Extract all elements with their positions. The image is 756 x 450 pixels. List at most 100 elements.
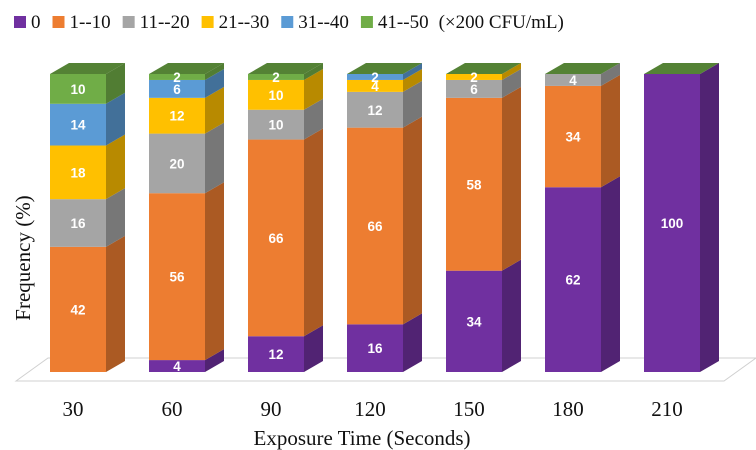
bar-top-150 (446, 63, 521, 74)
data-label-60-s0: 4 (173, 359, 181, 374)
data-label-90-s0: 12 (268, 347, 283, 362)
legend-swatch-41-50 (360, 16, 373, 28)
bar-segment-30-s21-30 (50, 145, 106, 200)
bar-segment-60-s1-10 (149, 193, 205, 361)
data-label-30-s21-30: 18 (70, 165, 86, 180)
data-label-90-s11-20: 10 (268, 118, 283, 133)
bar-segment-150-s11-20 (446, 79, 502, 98)
bar-segment-30-s1-10 (50, 246, 106, 372)
bar-segment-150-s21-30 (446, 74, 502, 80)
data-label-210-s0: 100 (661, 216, 684, 231)
bars-group (50, 63, 719, 372)
x-tick-90: 90 (261, 397, 282, 421)
data-label-150-s1-10: 58 (466, 177, 482, 192)
bar-side-90-s21-30 (304, 68, 323, 110)
bar-segment-120-s1-10 (347, 127, 403, 325)
bar-segment-90-s11-20 (248, 109, 304, 140)
bar-side-120-s1-10 (403, 116, 422, 325)
bar-side-90-s41-50 (304, 63, 323, 80)
legend-label-21-30: 21--30 (219, 12, 270, 33)
bar-side-90-s0 (304, 325, 323, 372)
bar-side-120-s31-40 (403, 63, 422, 80)
bar-side-180-s11-20 (601, 63, 620, 86)
bar-segment-60-s31-40 (149, 79, 205, 98)
data-label-150-s21-30: 2 (470, 70, 478, 85)
data-label-150-s11-20: 6 (470, 82, 478, 97)
bar-segment-120-s0 (347, 324, 403, 372)
data-label-150-s0: 34 (466, 314, 482, 329)
x-tick-210: 210 (651, 397, 683, 421)
bar-side-30-s1-10 (106, 235, 125, 372)
bar-segment-30-s31-40 (50, 103, 106, 146)
bar-segment-90-s0 (248, 336, 304, 372)
bar-segment-120-s31-40 (347, 74, 403, 80)
bar-top-120 (347, 63, 422, 74)
data-label-90-s41-50: 2 (272, 70, 280, 85)
bar-segment-90-s1-10 (248, 139, 304, 337)
data-label-60-s41-50: 2 (173, 70, 181, 85)
bar-segment-90-s21-30 (248, 79, 304, 110)
x-tick-150: 150 (453, 397, 485, 421)
data-label-30-s1-10: 42 (70, 302, 85, 317)
data-labels-group: 4216181410456201262126610102166612423458… (70, 70, 683, 374)
y-axis-title: Frequency (%) (11, 195, 35, 320)
bar-side-180-s0 (601, 176, 620, 372)
x-tick-60: 60 (162, 397, 183, 421)
bar-side-150-s11-20 (502, 68, 521, 98)
data-label-120-s11-20: 12 (367, 103, 382, 118)
bar-segment-120-s21-30 (347, 79, 403, 92)
data-label-120-s1-10: 66 (367, 219, 383, 234)
legend-label-41-50: 41--50 (378, 12, 429, 33)
bar-side-210-s0 (700, 63, 719, 372)
bar-segment-180-s0 (545, 187, 601, 372)
x-tick-180: 180 (552, 397, 584, 421)
bar-segment-150-s0 (446, 270, 502, 372)
legend-label-1-10: 1--10 (70, 12, 111, 33)
x-tick-120: 120 (354, 397, 386, 421)
bar-side-60-s41-50 (205, 63, 224, 80)
bar-segment-180-s11-20 (545, 74, 601, 86)
legend-swatch-1-10 (52, 16, 65, 28)
data-label-30-s41-50: 10 (70, 82, 85, 97)
bar-side-30-s41-50 (106, 63, 125, 104)
bar-side-120-s0 (403, 313, 422, 372)
data-label-60-s21-30: 12 (169, 109, 184, 124)
data-label-60-s1-10: 56 (169, 270, 185, 285)
data-label-90-s1-10: 66 (268, 231, 284, 246)
data-label-180-s0: 62 (565, 273, 580, 288)
bar-side-120-s11-20 (403, 80, 422, 128)
bar-segment-60-s21-30 (149, 97, 205, 134)
bar-side-30-s11-20 (106, 188, 125, 247)
bar-segment-30-s11-20 (50, 199, 106, 247)
legend: 0 1--10 11--20 21--30 31--40 41--50 (×200 CFU/… (14, 12, 564, 33)
x-tick-labels: 30 60 90 120 150 180 210 (63, 397, 683, 421)
bar-side-60-s21-30 (205, 86, 224, 134)
legend-swatch-21-30 (201, 16, 214, 28)
data-label-120-s0: 16 (367, 341, 383, 356)
data-label-60-s11-20: 20 (169, 156, 184, 171)
legend-swatch-0 (14, 16, 26, 28)
bar-top-210 (644, 63, 719, 74)
bar-top-30 (50, 63, 125, 74)
bar-segment-60-s11-20 (149, 133, 205, 194)
legend-label-31-40: 31--40 (298, 12, 349, 33)
data-label-180-s11-20: 4 (569, 73, 577, 88)
legend-unit-note: (×200 CFU/mL) (439, 12, 564, 33)
bar-top-180 (545, 63, 620, 74)
legend-swatch-11-20 (122, 16, 135, 28)
data-label-120-s21-30: 4 (371, 79, 379, 94)
bar-side-60-s1-10 (205, 182, 224, 361)
bar-side-180-s1-10 (601, 74, 620, 188)
bar-top-90 (248, 63, 323, 74)
bar-side-60-s31-40 (205, 68, 224, 98)
legend-label-0: 0 (31, 12, 41, 33)
data-label-120-s31-40: 2 (371, 70, 379, 85)
bar-side-30-s21-30 (106, 134, 125, 200)
bar-side-90-s1-10 (304, 128, 323, 337)
legend-label-11-20: 11--20 (140, 12, 190, 33)
bar-segment-60-s41-50 (149, 74, 205, 80)
bar-side-90-s11-20 (304, 98, 323, 140)
x-axis-title: Exposure Time (Seconds) (254, 426, 471, 450)
data-label-30-s11-20: 16 (70, 216, 86, 231)
bar-side-60-s0 (205, 349, 224, 372)
